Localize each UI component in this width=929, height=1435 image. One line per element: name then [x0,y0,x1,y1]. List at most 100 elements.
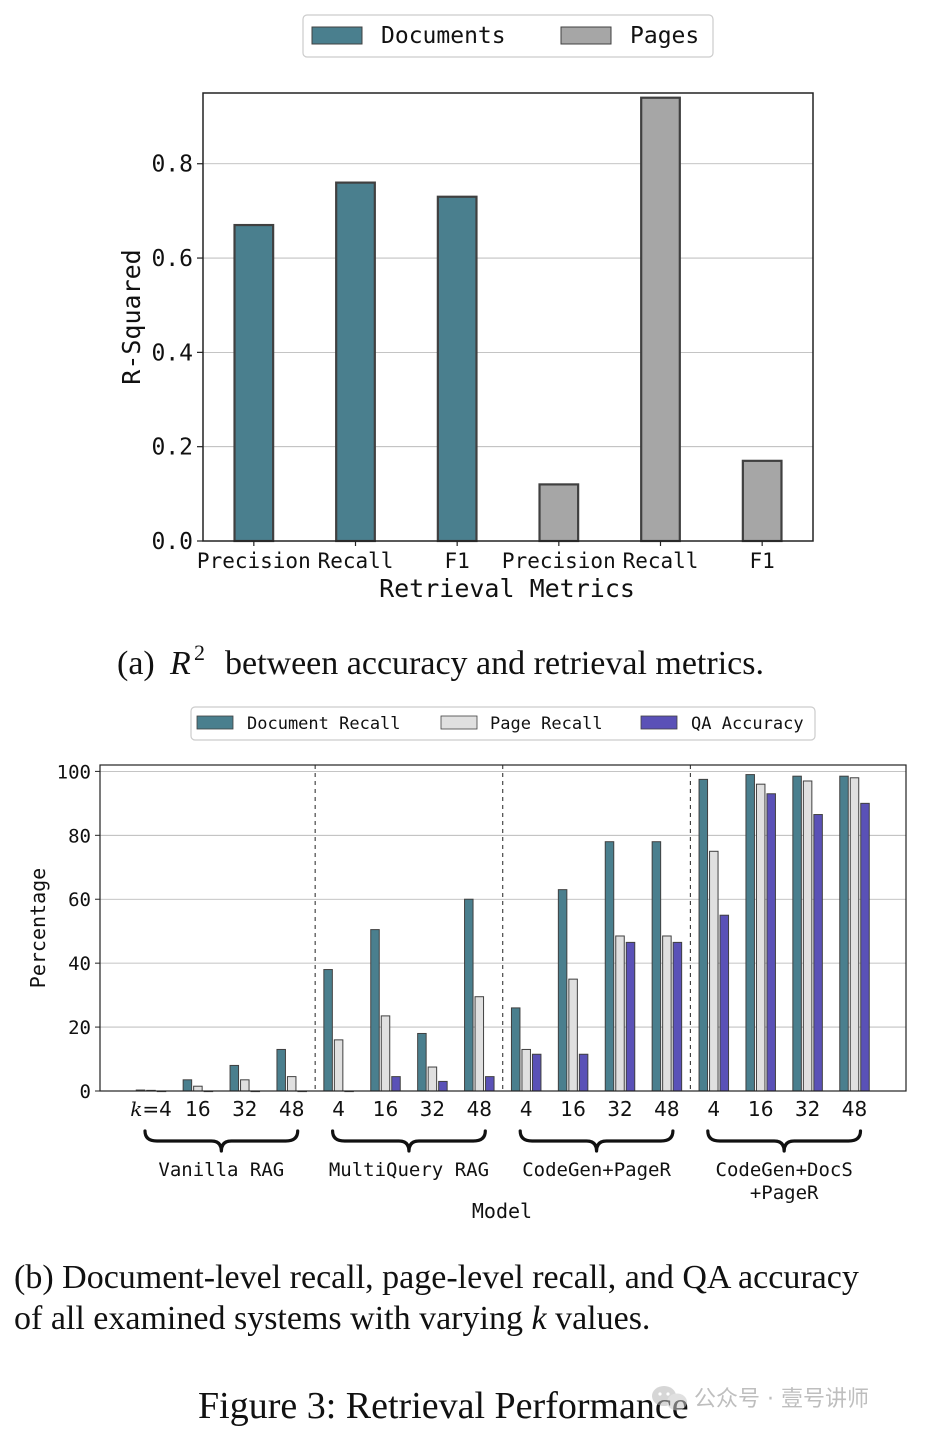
chart-a-bar-pages-precision [538,483,580,543]
wechat-icon [652,1386,687,1411]
chart-a-legend-frame [302,14,714,58]
chart-a-x-axis-label: Retrieval Metrics [379,574,635,603]
chart-a-y-ticks: 0.0 0.2 0.4 0.6 0.8 [151,152,203,555]
chart-b-x-tick-label: 32 [607,1097,632,1121]
chart-a-x-tick-label: Recall [318,549,394,573]
chart-a: Documents Pages 0.0 0.2 0.4 0.6 0.8 Precisio… [117,14,814,603]
chart-a-plot-frame [202,92,814,542]
chart-a-y-tick-label: 0.0 [151,529,193,555]
chart-b-gridlines [100,770,906,1028]
figure-caption: Figure 3: Retrieval Performance [198,1385,689,1427]
chart-b-group-brace [143,1129,300,1153]
chart-b-group-label: CodeGen+DocS [716,1159,853,1181]
chart-b-y-ticks: 0 20 40 60 80 100 [57,761,100,1103]
caption-b-line-2-end: values. [555,1300,650,1337]
caption-a-symbol-superscript: 2 [194,640,205,665]
chart-a-bar-documents-precision [233,223,275,543]
chart-b-bar-document-recall [417,1032,427,1092]
chart-b-group-brace [706,1129,863,1153]
chart-b-x-ticks: k=4 16 32 48 4 16 32 48 4 16 32 48 4 16 32 48 [130,1097,867,1121]
chart-b-bar-document-recall [557,889,568,1092]
chart-a-y-tick-label: 0.4 [151,340,193,366]
chart-a-x-tick-label: Recall [623,549,699,573]
caption-a-suffix: between accuracy and retrieval metrics. [225,645,764,682]
chart-b-group-label: CodeGen+PageR [522,1159,671,1181]
chart-b-x-axis-label: Model [472,1199,532,1223]
chart-b-legend-swatch-document-recall [196,715,234,730]
chart-a-legend-label-documents: Documents [381,23,506,49]
chart-b-bar-page-recall [568,978,578,1092]
chart-b-x-tick-label: 16 [373,1097,398,1121]
chart-b-group-brace [331,1129,487,1153]
chart-b-bar-qa-accuracy [625,941,636,1092]
caption-a-prefix: (a) [117,645,155,682]
caption-b: (b) Document-level recall, page-level re… [14,1259,859,1337]
chart-a-y-tick-label: 0.8 [151,152,193,178]
chart-b-x-tick-label: 32 [420,1097,445,1121]
chart-b-x-tick-label: 48 [654,1097,679,1121]
chart-b-x-tick-label: k=4 [130,1097,172,1121]
chart-b-bar-document-recall [464,898,474,1092]
chart-b-bar-page-recall [427,1066,438,1092]
chart-a-y-axis-label: R-Squared [117,249,146,384]
caption-b-line-2: of all examined systems with varying k v… [14,1300,650,1337]
chart-b-legend-label-page-recall: Page Recall [490,714,603,734]
chart-b-bar-page-recall [521,1048,531,1092]
chart-b-bar-page-recall [709,850,719,1092]
chart-b-bar-document-recall [792,775,802,1092]
chart-b-bar-page-recall [849,777,860,1092]
chart-b-legend-frame [190,706,816,741]
chart-b-y-tick-label: 20 [68,1017,91,1039]
chart-b-bar-page-recall [286,1076,297,1092]
chart-b-bar-qa-accuracy [813,814,823,1092]
chart-b-legend-label-document-recall: Document Recall [247,714,401,734]
chart-a-bar-pages-recall [640,96,681,543]
chart-a-legend-swatch-documents [311,26,363,45]
watermark-text: 公众号 · 壹号讲师 [694,1387,869,1412]
chart-b-x-tick-label: 16 [560,1097,585,1121]
chart-b-x-tick-label: 4 [332,1097,345,1121]
chart-b-group-labels: Vanilla RAG MultiQuery RAG CodeGen+PageR Co… [143,1129,863,1204]
chart-b-x-tick-label: 16 [185,1097,210,1121]
chart-b-y-tick-label: 80 [68,825,91,847]
chart-b-bar-page-recall [240,1079,250,1092]
chart-b-bar-document-recall [651,841,662,1092]
chart-b-x-tick-label: 32 [795,1097,820,1121]
chart-b-bar-document-recall [604,841,615,1092]
chart-b-bar-page-recall [333,1039,344,1092]
chart-b-group-separators [314,765,691,1091]
chart-b-y-axis-label: Percentage [26,868,50,988]
chart-a-y-tick-label: 0.2 [151,435,193,461]
chart-a-legend-swatch-pages [560,26,612,45]
chart-b-bar-qa-accuracy [719,914,730,1092]
chart-a-legend-label-pages: Pages [630,23,699,49]
chart-b-bar-document-recall [229,1064,240,1092]
caption-a: (a) R 2 between accuracy and retrieval m… [117,640,764,682]
chart-b-y-tick-label: 100 [57,761,91,783]
chart-b-bar-document-recall [745,774,755,1092]
chart-b-bar-page-recall [755,783,766,1092]
chart-a-legend: Documents Pages [302,14,714,58]
caption-b-line-1: (b) Document-level recall, page-level re… [14,1259,859,1296]
caption-b-variable-k: k [531,1300,547,1337]
chart-b-bars [135,774,870,1093]
chart-b-y-tick-label: 0 [80,1081,91,1103]
chart-b-bar-qa-accuracy [485,1076,495,1092]
chart-b-bar-document-recall [276,1048,286,1092]
chart-b-bar-page-recall [193,1085,203,1092]
chart-b: Document Recall Page Recall QA Accuracy … [26,706,907,1223]
chart-b-bar-document-recall [510,1007,521,1092]
chart-b-x-tick-label: 4 [520,1097,533,1121]
chart-b-bar-document-recall [839,775,849,1092]
chart-b-bar-qa-accuracy [766,793,776,1092]
chart-b-bar-qa-accuracy [531,1053,542,1092]
chart-b-legend-label-qa-accuracy: QA Accuracy [691,714,804,734]
chart-b-plot-frame [99,764,907,1092]
chart-a-bar-documents-f1 [436,195,478,543]
chart-a-y-tick-label: 0.6 [151,246,193,272]
chart-a-x-tick-label: F1 [445,549,470,573]
chart-b-group-label: MultiQuery RAG [329,1159,489,1181]
watermark: 公众号 · 壹号讲师 [652,1386,869,1412]
chart-b-bar-page-recall [662,935,672,1092]
chart-a-x-tick-label: Precision [197,549,311,573]
